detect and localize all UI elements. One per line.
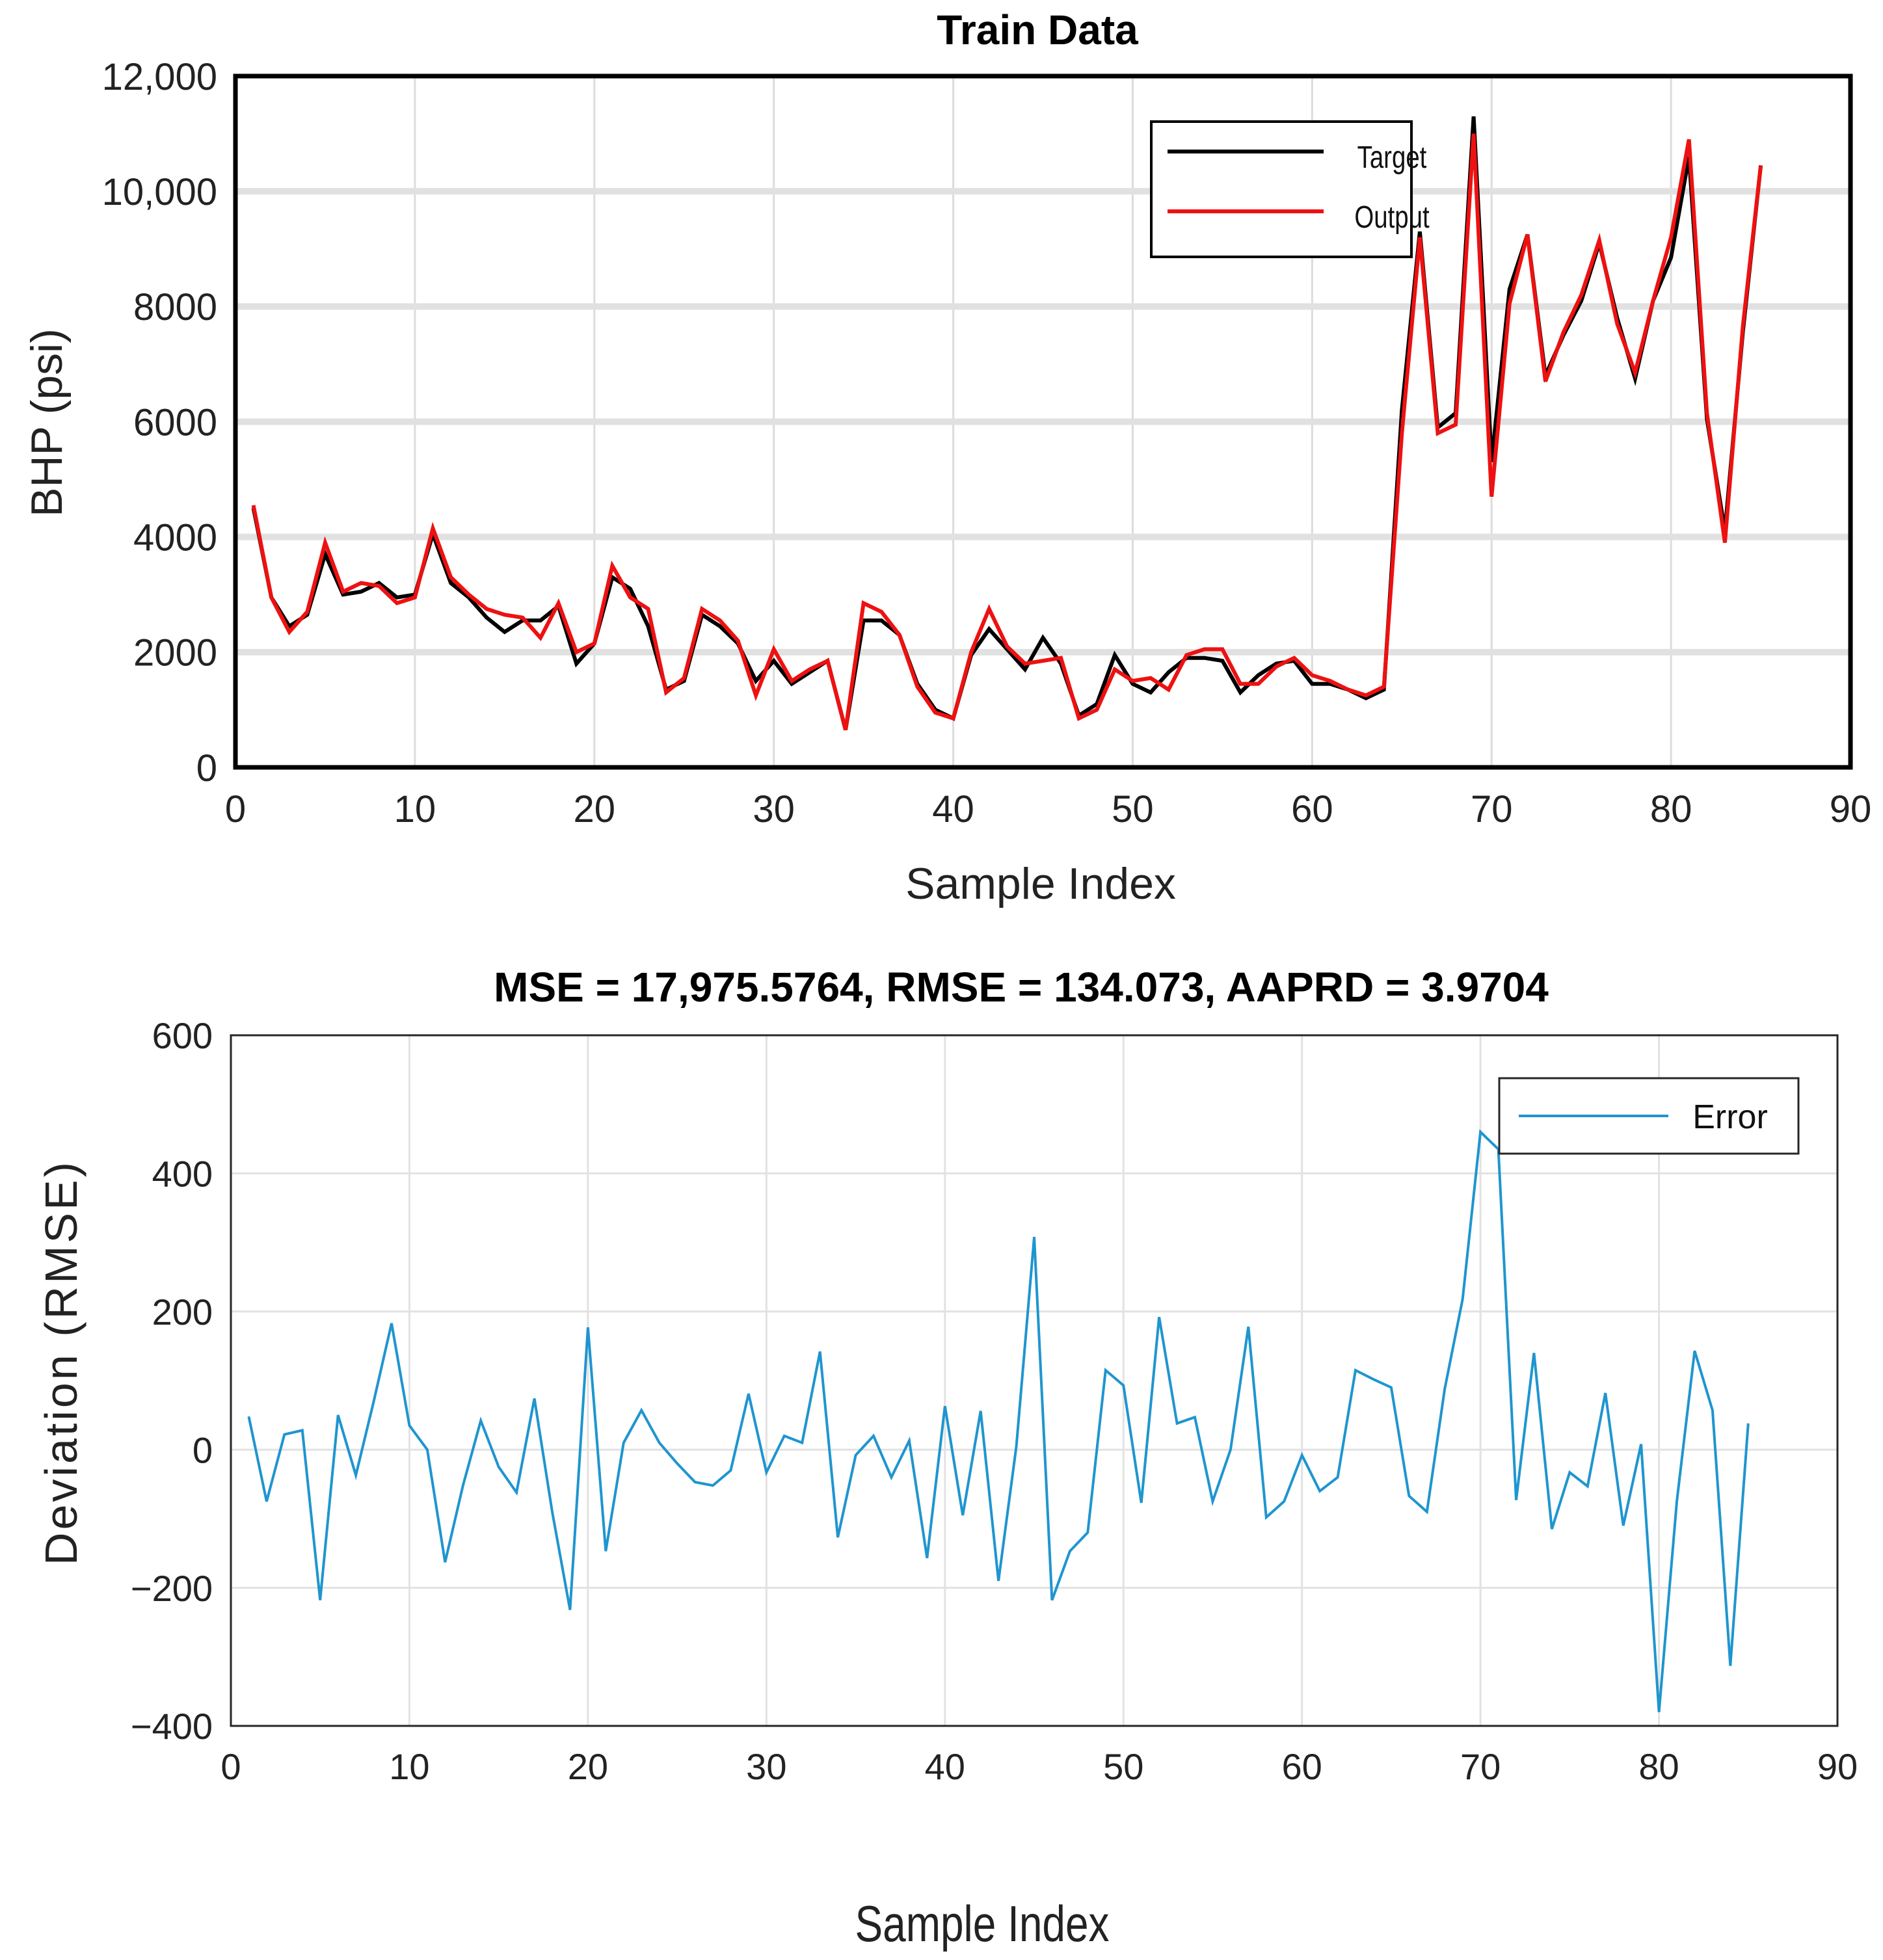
top-y-tick-label: 8000	[133, 286, 217, 328]
top-x-tick-label: 80	[1650, 788, 1692, 830]
bottom-x-tick-label: 70	[1460, 1746, 1501, 1787]
top-x-tick-label: 90	[1830, 788, 1872, 830]
top-x-tick-label: 50	[1112, 788, 1154, 830]
bottom-x-tick-label: 20	[568, 1746, 608, 1787]
top-x-tick-label: 70	[1471, 788, 1513, 830]
deviation-plot: MSE = 17,975.5764, RMSE = 134.073, AAPRD…	[36, 964, 1858, 1952]
bottom-x-axis-label: Sample Index	[855, 1896, 1109, 1952]
legend-target-label: Target	[1357, 140, 1427, 175]
top-y-tick-label: 0	[196, 747, 217, 789]
top-axes-box	[233, 73, 1853, 770]
top-x-tick-labels: 0 10 20 30 40 50 60 70 80 90	[225, 788, 1871, 830]
bottom-x-tick-label: 10	[389, 1746, 429, 1787]
bottom-y-tick-label: −400	[131, 1706, 213, 1747]
bottom-axes-box	[230, 1034, 1839, 1727]
bottom-y-tick-label: 200	[152, 1291, 213, 1332]
bottom-x-tick-label: 60	[1282, 1746, 1322, 1787]
bottom-x-tick-label: 50	[1103, 1746, 1143, 1787]
top-y-tick-label: 10,000	[102, 171, 217, 213]
bottom-x-tick-labels: 0 10 20 30 40 50 60 70 80 90	[220, 1746, 1858, 1787]
bottom-y-tick-labels: −400 −200 0 200 400 600	[131, 1015, 213, 1747]
legend-error-label: Error	[1692, 1098, 1768, 1136]
bottom-series	[247, 1129, 1750, 1712]
top-x-tick-label: 30	[753, 788, 795, 830]
bottom-x-tick-label: 30	[746, 1746, 786, 1787]
top-gridlines	[235, 76, 1850, 767]
bottom-y-tick-label: 600	[152, 1015, 213, 1056]
top-series	[251, 116, 1763, 731]
top-y-tick-label: 2000	[133, 632, 217, 674]
series-line-error	[247, 1129, 1750, 1712]
bottom-chart-title: MSE = 17,975.5764, RMSE = 134.073, AAPRD…	[494, 964, 1549, 1011]
bottom-x-tick-label: 0	[220, 1746, 241, 1787]
top-x-tick-label: 20	[574, 788, 616, 830]
bottom-x-tick-label: 80	[1638, 1746, 1679, 1787]
top-x-tick-label: 60	[1291, 788, 1333, 830]
top-legend-box	[1150, 120, 1413, 258]
top-chart-title: Train Data	[937, 7, 1138, 53]
bottom-y-tick-label: −200	[131, 1568, 213, 1609]
bottom-x-tick-label: 40	[925, 1746, 965, 1787]
top-y-axis-label: BHP (psi)	[22, 328, 72, 517]
top-x-tick-label: 40	[932, 788, 974, 830]
bottom-y-tick-label: 400	[152, 1154, 213, 1195]
legend-output-label: Output	[1354, 200, 1429, 235]
top-y-tick-label: 6000	[133, 401, 217, 444]
top-x-tick-label: 0	[225, 788, 246, 830]
top-x-axis-label: Sample Index	[905, 859, 1176, 908]
top-y-tick-label: 12,000	[102, 56, 217, 98]
bottom-gridlines	[231, 1035, 1837, 1726]
top-y-tick-labels: 0 2000 4000 6000 8000 10,000 12,000	[102, 56, 217, 789]
series-line-output	[251, 133, 1763, 731]
bottom-legend: Error	[1498, 1077, 1800, 1155]
bottom-y-axis-label: Deviation (RMSE)	[36, 1159, 87, 1565]
top-x-tick-label: 10	[394, 788, 436, 830]
top-legend: Target Output	[1150, 120, 1430, 258]
top-y-tick-label: 4000	[133, 517, 217, 559]
train-data-plot: Train Data 0 2000 4000 6000 8000 10,000 12,000…	[22, 7, 1871, 908]
bottom-y-tick-label: 0	[193, 1429, 213, 1470]
bottom-x-tick-label: 90	[1817, 1746, 1858, 1787]
series-line-target	[251, 116, 1763, 731]
